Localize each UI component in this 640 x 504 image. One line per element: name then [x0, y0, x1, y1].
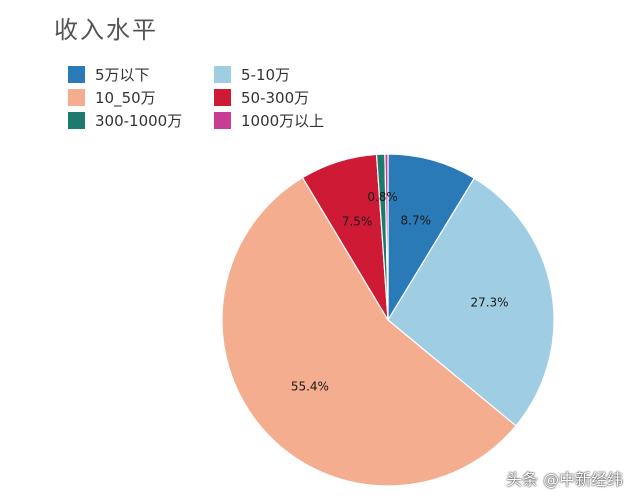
- legend-item-5-10w: 5-10万: [214, 64, 364, 84]
- legend-label: 50-300万: [241, 88, 310, 107]
- legend-label: 10_50万: [95, 88, 156, 107]
- slice-label: 55.4%: [291, 380, 329, 394]
- legend-swatch: [214, 65, 231, 83]
- legend-label: 300-1000万: [95, 111, 183, 130]
- slice-label: 7.5%: [342, 214, 373, 228]
- slice-label: 27.3%: [470, 295, 508, 309]
- legend-item-5w-below: 5万以下: [68, 64, 214, 84]
- legend-swatch: [68, 65, 85, 83]
- legend-label: 5万以下: [95, 65, 150, 84]
- pie-slice: [384, 153, 389, 321]
- slice-label: 0.8%: [367, 190, 398, 204]
- legend-item-50-300w: 50-300万: [214, 87, 364, 107]
- legend-item-1000w-above: 1000万以上: [214, 110, 364, 130]
- legend-swatch: [214, 88, 231, 106]
- chart-title: 收入水平: [54, 16, 158, 44]
- legend-swatch: [214, 111, 231, 129]
- pie-slice: [387, 153, 476, 323]
- legend-item-10-50w: 10_50万: [68, 87, 214, 107]
- legend-label: 1000万以上: [241, 111, 325, 130]
- pie-slice: [221, 176, 517, 487]
- legend-label: 5-10万: [241, 65, 291, 84]
- chart-legend: 5万以下 5-10万 10_50万 50-300万 300-1000万 1000…: [68, 64, 368, 130]
- legend-swatch: [68, 88, 85, 106]
- pie-slice: [387, 177, 555, 427]
- watermark: 头条 @中新经纬: [506, 470, 624, 489]
- slice-label: 8.7%: [401, 213, 432, 227]
- legend-swatch: [68, 111, 85, 129]
- legend-item-300-1000w: 300-1000万: [68, 110, 214, 130]
